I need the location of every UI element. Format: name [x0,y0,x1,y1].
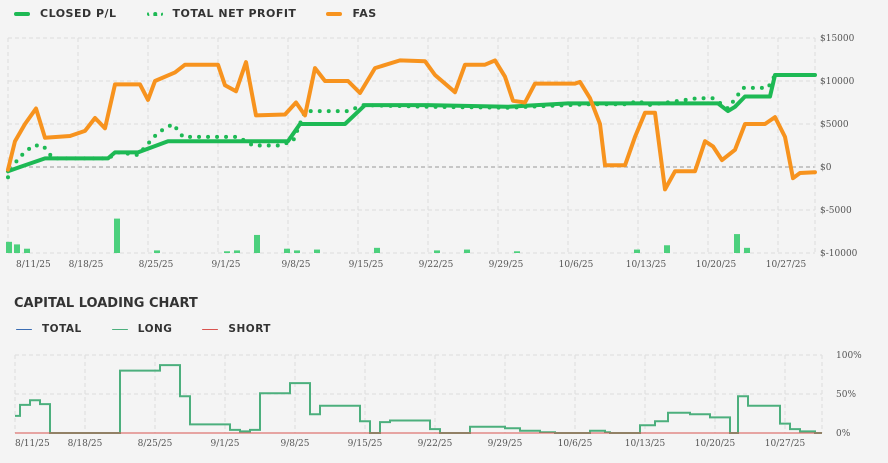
total-net-profit-line [6,73,817,180]
x-tick-label: 9/1/25 [211,439,240,449]
legend-total[interactable]: TOTAL [16,323,82,335]
x-tick-label: 9/22/25 [419,260,454,270]
x-tick-label: 10/20/25 [695,439,736,449]
x-tick-label: 8/11/25 [15,439,50,449]
closed-p-l-line [6,73,817,174]
x-tick-label: 10/13/25 [625,439,666,449]
volume-bar [224,251,230,253]
x-tick-label: 9/15/25 [348,439,383,449]
volume-bar [154,250,160,253]
legend-label: TOTAL [42,323,82,335]
total-swatch-icon [16,328,32,330]
x-tick-label: 10/27/25 [766,260,807,270]
legend-label: SHORT [228,323,271,335]
x-tick-label: 9/8/25 [281,439,310,449]
y-tick-label: $15000 [820,34,855,44]
volume-bar [234,250,240,253]
volume-bar [634,249,640,253]
volume-bar [434,250,440,253]
x-tick-label: 9/29/25 [488,439,523,449]
y-tick-label: $-5000 [820,206,852,216]
volume-bar [6,241,12,253]
volume-bar [24,248,30,253]
legend-label: TOTAL NET PROFIT [172,7,297,20]
volume-bar [514,251,520,253]
legend-label: LONG [137,323,173,335]
volume-bar [14,244,20,253]
legend-long[interactable]: LONG [111,323,173,335]
closed-pl-swatch-icon [14,11,30,16]
legend-label: CLOSED P/L [40,7,117,20]
x-tick-label: 10/27/25 [765,439,806,449]
capital-legend: TOTAL LONG SHORT [16,323,301,335]
volume-bar [744,247,750,253]
y-tick-label: $-10000 [820,249,858,259]
long-swatch-icon [111,328,128,330]
x-tick-label: 8/11/25 [16,260,51,270]
legend-closed-pl[interactable]: CLOSED P/L [14,7,117,20]
legend-short[interactable]: SHORT [202,323,271,335]
pl-chart: $15000 $10000 $5000 $0 $-5000 $-10000 8/11/25 8… [6,34,858,270]
x-tick-label: 9/1/25 [212,260,241,270]
volume-bar [374,247,380,253]
long-step-line [15,364,822,434]
y-tick-label: 100% [836,351,862,361]
volume-bar [254,234,260,253]
x-tick-label: 10/6/25 [558,439,593,449]
y-tick-label: 50% [836,390,856,400]
y-tick-label: 0% [836,429,851,439]
short-swatch-icon [202,328,219,330]
x-tick-label: 9/22/25 [418,439,453,449]
top-chart-legend: CLOSED P/L TOTAL NET PROFIT FAS [14,7,407,20]
x-tick-label: 9/15/25 [349,260,384,270]
volume-bar [464,249,470,253]
x-tick-label: 8/25/25 [138,439,173,449]
y-tick-label: $5000 [820,120,849,130]
x-tick-label: 10/13/25 [626,260,667,270]
x-tick-label: 8/25/25 [139,260,174,270]
x-tick-label: 8/18/25 [69,260,104,270]
fas-swatch-icon [326,11,343,16]
legend-total-net-profit[interactable]: TOTAL NET PROFIT [146,7,297,20]
x-tick-label: 10/6/25 [559,260,594,270]
fas-line [6,58,817,192]
x-tick-label: 9/29/25 [489,260,524,270]
x-tick-label: 10/20/25 [696,260,737,270]
volume-bar [664,245,670,253]
y-tick-label: $0 [820,163,832,173]
total-net-profit-swatch-icon [146,11,163,16]
volume-bar [314,249,320,253]
x-tick-label: 8/18/25 [68,439,103,449]
legend-fas[interactable]: FAS [326,7,376,20]
y-tick-label: $10000 [820,77,855,87]
capital-loading-title: CAPITAL LOADING CHART [14,296,198,311]
volume-bar [734,234,740,253]
volume-bar [284,248,290,253]
legend-label: FAS [352,7,377,20]
x-tick-label: 9/8/25 [282,260,311,270]
volume-bar [294,250,300,253]
volume-bar [114,218,120,253]
